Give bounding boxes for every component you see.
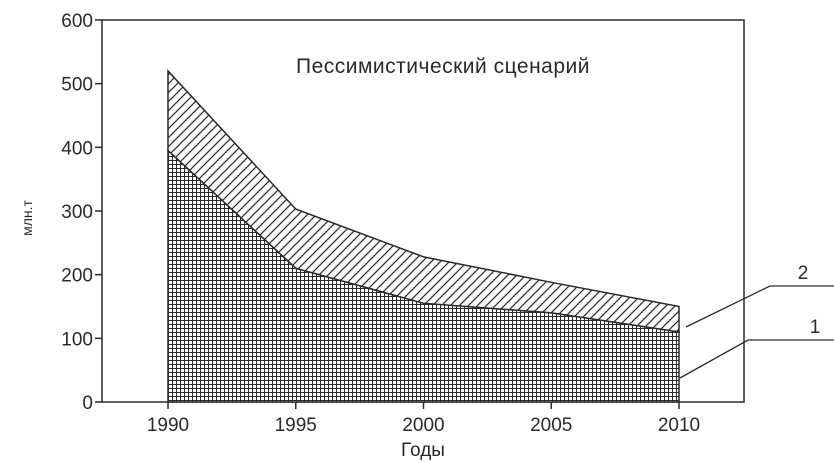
y-axis-title: млн.т [19,199,35,235]
y-tick-label: 500 [61,75,93,96]
area-series-1 [167,148,680,403]
x-tick-label: 2000 [402,415,444,436]
x-tick-label: 1990 [147,415,189,436]
y-tick-label: 200 [61,266,93,287]
x-tick-label: 2010 [658,415,700,436]
y-tick-label: 100 [61,329,93,350]
callout-label-series-1: 1 [810,317,821,338]
y-tick-label: 600 [61,11,93,32]
y-tick-label: 400 [61,138,93,159]
callout-label-series-2: 2 [798,263,809,284]
chart-title: Пессимистический сценарий [296,55,590,78]
callout-line-series-1 [679,339,834,379]
x-axis-title: Годы [401,440,445,461]
x-tick-label: 2005 [530,415,572,436]
x-tick-label: 1995 [275,415,317,436]
callout-line-series-2 [685,285,834,328]
y-tick-label: 300 [61,202,93,223]
y-tick-label: 0 [82,393,93,414]
